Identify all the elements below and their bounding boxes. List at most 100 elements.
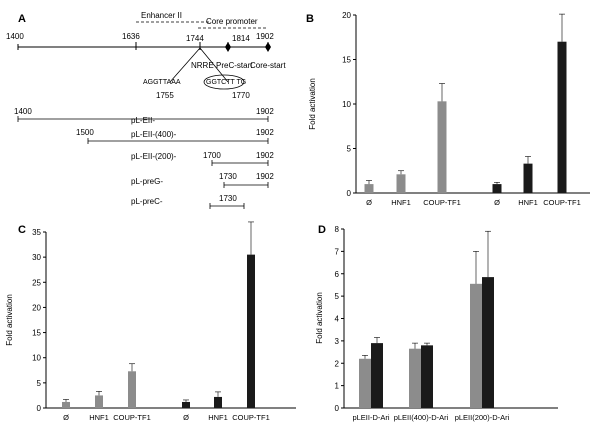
construct-3-name: pL-EII-(200)- [131,152,177,161]
y-tick-label-d: 6 [335,270,340,279]
bar-d [409,348,421,408]
y-tick-label-c: 35 [32,228,41,237]
construct-1-end: 1902 [256,107,274,116]
construct-2-name: pL-EII-(400)- [131,130,177,139]
bar-c [62,401,70,408]
y-axis-label-d: Fold activation [315,292,324,344]
x-tick-label-d: pLEII-D-Ari [352,413,389,422]
y-tick-label-d: 7 [335,247,340,256]
nrre-core-motif-circle [203,74,245,90]
bar-c [128,371,136,408]
construct-4-end: 1902 [256,172,274,181]
y-axis-label-c: Fold activation [5,294,14,346]
construct-1-name: pL-EII- [131,116,155,125]
y-tick-label-d: 8 [335,225,340,234]
y-tick-label-c: 25 [32,278,41,287]
construct-4-name: pL-preG- [131,177,163,186]
y-tick-label-d: 2 [335,359,340,368]
bar-b [364,184,374,193]
y-tick-label-b: 15 [342,56,351,65]
construct-2-start: 1500 [76,128,94,137]
nrre-wedge-right [199,47,229,83]
x-tick-label-b: HNF1 [391,198,411,207]
coord-1636: 1636 [122,32,140,41]
y-tick-label-c: 15 [32,329,41,338]
nrre-label: NRRE [191,61,214,70]
y-tick-label-d: 0 [335,404,340,413]
y-tick-label-d: 3 [335,337,340,346]
bar-b [396,174,406,193]
x-tick-label-b: COUP-TF1 [543,198,581,207]
bar-d [371,343,383,408]
construct-5-name: pL-preC- [131,197,163,206]
nrre-sequence-b: GGTCTT TG [206,79,246,86]
x-tick-label-b: HNF1 [518,198,538,207]
precore-start-marker [225,42,231,52]
y-tick-label-c: 0 [37,404,42,413]
panel-label-c: C [18,224,26,236]
construct-2-end: 1902 [256,128,274,137]
enhancer-ii-label: Enhancer II [141,11,182,20]
bar-c [247,254,255,408]
y-tick-label-b: 5 [347,145,352,154]
position-1755: 1755 [156,91,174,100]
construct-4-start: 1730 [219,172,237,181]
y-tick-label-b: 20 [342,11,351,20]
y-tick-label-d: 5 [335,292,340,301]
panel-label-b: B [306,13,314,25]
chart-panel-c: 0 5 10 15 20 25 30 35 Fold activation Ø HNF1 COUP-T… [5,221,296,422]
x-tick-label-c: COUP-TF1 [232,413,270,422]
construct-3-end: 1902 [256,151,274,160]
bar-c [95,395,103,408]
bar-c [214,396,222,408]
coord-1400: 1400 [6,32,24,41]
y-axis-label-b: Fold activation [308,78,317,130]
coord-1902: 1902 [256,32,274,41]
x-tick-label-c: HNF1 [208,413,228,422]
chart-panel-d: 0 1 2 3 4 5 6 7 8 Fold activation pLEII-D-Ari pLEII… [315,225,558,422]
x-tick-label-c: HNF1 [89,413,109,422]
bar-d [359,358,371,408]
coord-1744: 1744 [186,34,204,43]
x-tick-label-b: COUP-TF1 [423,198,461,207]
core-start-label: Core-start [250,61,286,70]
core-promoter-label: Core promoter [206,17,258,26]
x-tick-label-b: Ø [494,198,500,207]
nrre-wedge-left [169,47,201,83]
bar-d [470,283,482,408]
bar-c [182,401,190,408]
bar-d [421,345,433,408]
bar-b [523,163,533,193]
y-tick-label-c: 5 [37,379,42,388]
y-tick-label-d: 4 [335,315,340,324]
promoter-diagram: Enhancer II Core promoter 1400 1636 1744… [6,11,286,209]
panel-label-d: D [318,224,326,236]
x-tick-label-d: pLEII(400)-D-Ari [394,413,449,422]
chart-panel-b: 0 5 10 15 20 Fold activation Ø HNF1 COUP-TF1 Ø HNF… [308,11,590,207]
y-tick-label-c: 30 [32,253,41,262]
y-tick-label-c: 10 [32,354,41,363]
y-tick-label-c: 20 [32,303,41,312]
x-tick-label-c: Ø [183,413,189,422]
core-start-marker [265,42,271,52]
coord-1814: 1814 [232,34,250,43]
construct-5-end: 1730 [219,194,237,203]
x-tick-label-b: Ø [366,198,372,207]
panel-label-a: A [18,13,26,25]
position-1770: 1770 [232,91,250,100]
x-tick-label-d: pLEII(200)-D-Ari [455,413,510,422]
bar-b [437,101,447,193]
bar-b [557,41,567,194]
precore-start-label: PreC-start [216,61,253,70]
y-tick-label-d: 1 [335,382,340,391]
nrre-sequence-a: AGGTTAAA [143,79,181,86]
y-tick-label-b: 10 [342,100,351,109]
x-tick-label-c: COUP-TF1 [113,413,151,422]
bar-d [482,277,494,408]
x-tick-label-c: Ø [63,413,69,422]
bar-b [492,184,502,193]
y-tick-label-b: 0 [347,189,352,198]
construct-3-start: 1700 [203,151,221,160]
construct-1-start: 1400 [14,107,32,116]
